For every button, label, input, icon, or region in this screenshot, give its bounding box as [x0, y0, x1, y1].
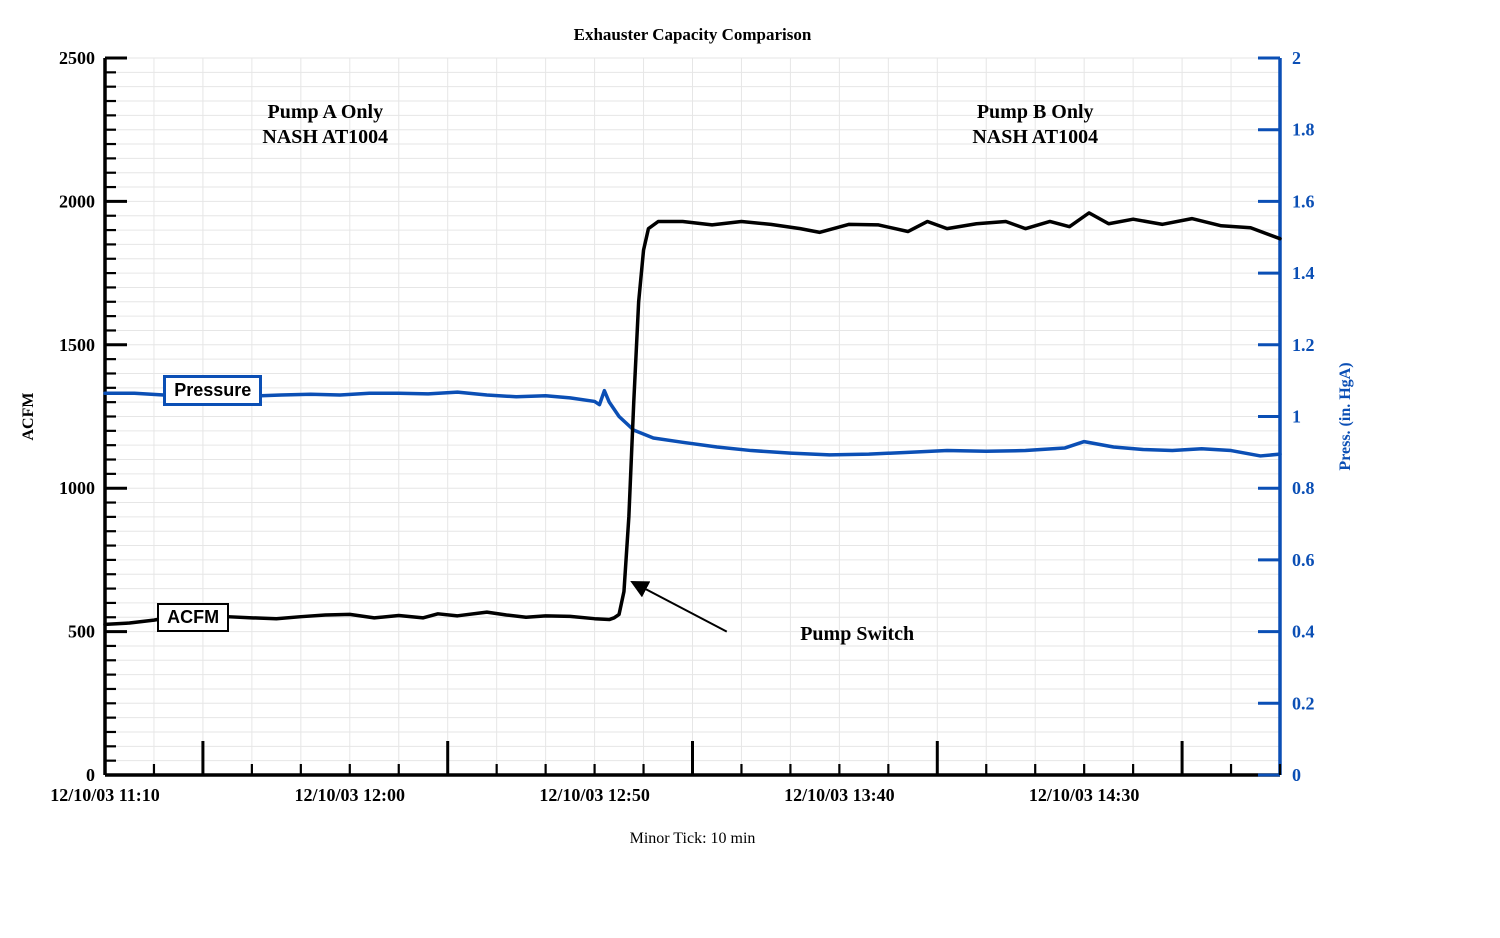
svg-text:500: 500	[68, 622, 95, 642]
svg-text:1.6: 1.6	[1292, 191, 1315, 211]
svg-text:Pump Switch: Pump Switch	[800, 623, 914, 645]
svg-text:12/10/03 11:10: 12/10/03 11:10	[50, 785, 160, 805]
svg-text:2000: 2000	[59, 191, 95, 211]
svg-text:ACFM: ACFM	[20, 393, 37, 441]
acfm-series-label: ACFM	[157, 603, 229, 632]
svg-text:1.8: 1.8	[1292, 120, 1315, 140]
svg-text:0: 0	[1292, 765, 1301, 785]
exhauster-chart: 0 500 1000 1500 2000 2500 0 0.2 0.4 0.6 0.8 1 1.2 1.4…	[0, 0, 1500, 938]
svg-text:0.6: 0.6	[1292, 550, 1315, 570]
svg-text:Press. (in. HgA): Press. (in. HgA)	[1337, 362, 1354, 470]
svg-text:2500: 2500	[59, 48, 95, 68]
svg-text:0.4: 0.4	[1292, 622, 1315, 642]
svg-text:1: 1	[1292, 407, 1301, 427]
svg-text:12/10/03 12:50: 12/10/03 12:50	[539, 785, 650, 805]
svg-text:Minor Tick: 10 min: Minor Tick: 10 min	[630, 830, 756, 847]
svg-text:0.2: 0.2	[1292, 693, 1315, 713]
svg-text:Exhauster Capacity Comparison: Exhauster Capacity Comparison	[574, 25, 812, 44]
svg-text:12/10/03 14:30: 12/10/03 14:30	[1029, 785, 1140, 805]
svg-text:0.8: 0.8	[1292, 478, 1315, 498]
svg-text:12/10/03 13:40: 12/10/03 13:40	[784, 785, 895, 805]
svg-text:1.4: 1.4	[1292, 263, 1315, 283]
svg-text:0: 0	[86, 765, 95, 785]
svg-text:Pump A OnlyNASH AT1004: Pump A OnlyNASH AT1004	[262, 101, 388, 148]
svg-text:1500: 1500	[59, 335, 95, 355]
svg-text:2: 2	[1292, 48, 1301, 68]
pressure-series-label: Pressure	[163, 375, 262, 406]
svg-text:12/10/03 12:00: 12/10/03 12:00	[295, 785, 406, 805]
svg-text:1000: 1000	[59, 478, 95, 498]
svg-text:1.2: 1.2	[1292, 335, 1315, 355]
